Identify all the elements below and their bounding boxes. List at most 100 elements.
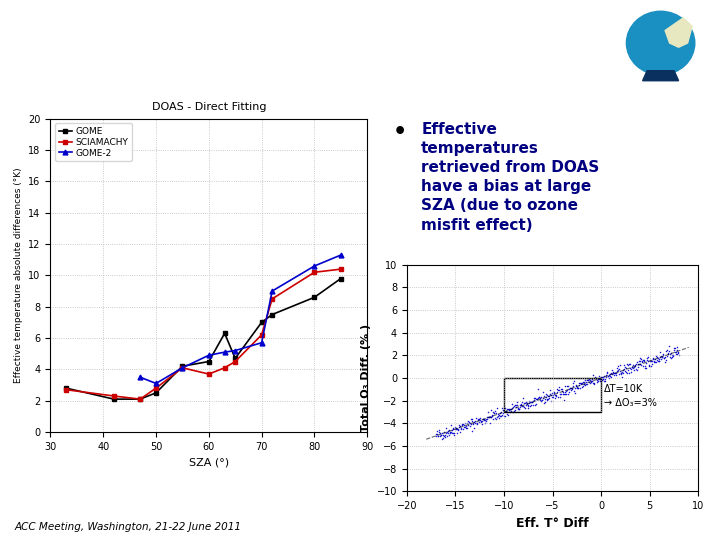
- Point: [546, 390, 557, 399]
- GOME-2: [136, 374, 145, 380]
- Point: [474, 416, 485, 424]
- Point: [478, 415, 490, 423]
- Point: [531, 395, 543, 403]
- Point: [523, 398, 535, 407]
- X-axis label: Eff. T° Diff: Eff. T° Diff: [516, 517, 589, 530]
- Point: [605, 369, 616, 378]
- Point: [536, 397, 547, 406]
- Point: [518, 403, 530, 411]
- Point: [667, 350, 678, 359]
- Point: [595, 375, 607, 384]
- Point: [454, 422, 465, 431]
- Point: [653, 355, 665, 363]
- Point: [621, 359, 633, 368]
- Point: [513, 405, 524, 414]
- Point: [569, 388, 580, 397]
- SCIAMACHY: [220, 364, 229, 371]
- Point: [555, 390, 567, 399]
- Point: [433, 431, 444, 440]
- Point: [436, 431, 447, 440]
- Point: [625, 368, 636, 376]
- Point: [469, 418, 481, 427]
- SCIAMACHY: [231, 359, 240, 365]
- Point: [506, 400, 518, 408]
- Point: [497, 409, 508, 418]
- Point: [602, 369, 613, 377]
- Point: [438, 431, 449, 440]
- Point: [515, 401, 526, 410]
- Line: SCIAMACHY: SCIAMACHY: [64, 267, 343, 402]
- Point: [658, 353, 670, 362]
- Point: [647, 360, 658, 368]
- Point: [612, 365, 624, 374]
- Point: [600, 374, 611, 383]
- Point: [615, 369, 626, 378]
- SCIAMACHY: [257, 332, 266, 338]
- Point: [620, 367, 631, 375]
- Point: [513, 405, 524, 414]
- Point: [570, 381, 582, 389]
- Point: [645, 356, 657, 365]
- Point: [561, 387, 572, 396]
- Point: [588, 380, 600, 388]
- Point: [468, 419, 480, 428]
- Point: [536, 395, 547, 404]
- Point: [549, 393, 561, 402]
- Point: [539, 392, 550, 400]
- Point: [630, 364, 642, 373]
- Point: [454, 422, 466, 431]
- Point: [654, 348, 666, 356]
- Point: [441, 429, 452, 437]
- Point: [503, 405, 514, 414]
- Point: [634, 360, 646, 368]
- Point: [603, 371, 614, 380]
- Point: [436, 429, 448, 437]
- Point: [451, 428, 463, 437]
- Circle shape: [626, 11, 695, 75]
- Point: [662, 349, 674, 358]
- Point: [656, 353, 667, 361]
- Point: [505, 404, 517, 413]
- Point: [660, 347, 672, 356]
- Point: [521, 398, 532, 407]
- Point: [437, 434, 449, 443]
- Point: [457, 420, 469, 428]
- Point: [628, 366, 639, 374]
- Point: [453, 421, 464, 429]
- Point: [500, 406, 512, 415]
- Point: [494, 409, 505, 417]
- Point: [431, 432, 442, 441]
- Point: [606, 366, 618, 374]
- Point: [576, 383, 588, 391]
- Point: [640, 364, 652, 373]
- Point: [505, 405, 516, 414]
- Point: [552, 388, 563, 396]
- GOME-2: [204, 352, 213, 359]
- Point: [528, 394, 540, 403]
- Point: [566, 384, 577, 393]
- Point: [582, 376, 594, 384]
- Point: [593, 377, 604, 386]
- Point: [445, 428, 456, 437]
- Point: [663, 341, 675, 350]
- Point: [534, 393, 546, 402]
- Point: [562, 381, 573, 390]
- Point: [525, 398, 536, 407]
- Point: [595, 373, 606, 381]
- Point: [513, 404, 525, 413]
- Point: [432, 431, 444, 440]
- GOME-2: [336, 252, 345, 258]
- Point: [638, 357, 649, 366]
- Point: [498, 406, 509, 414]
- Point: [599, 376, 611, 385]
- Point: [653, 356, 665, 365]
- GOME: [231, 355, 240, 362]
- Point: [521, 399, 532, 407]
- Point: [584, 378, 595, 387]
- Text: → ΔO₃=3%: → ΔO₃=3%: [604, 398, 657, 408]
- Point: [633, 356, 644, 365]
- Point: [590, 374, 601, 382]
- Point: [644, 355, 656, 364]
- Point: [608, 368, 620, 377]
- X-axis label: SZA (°): SZA (°): [189, 457, 229, 467]
